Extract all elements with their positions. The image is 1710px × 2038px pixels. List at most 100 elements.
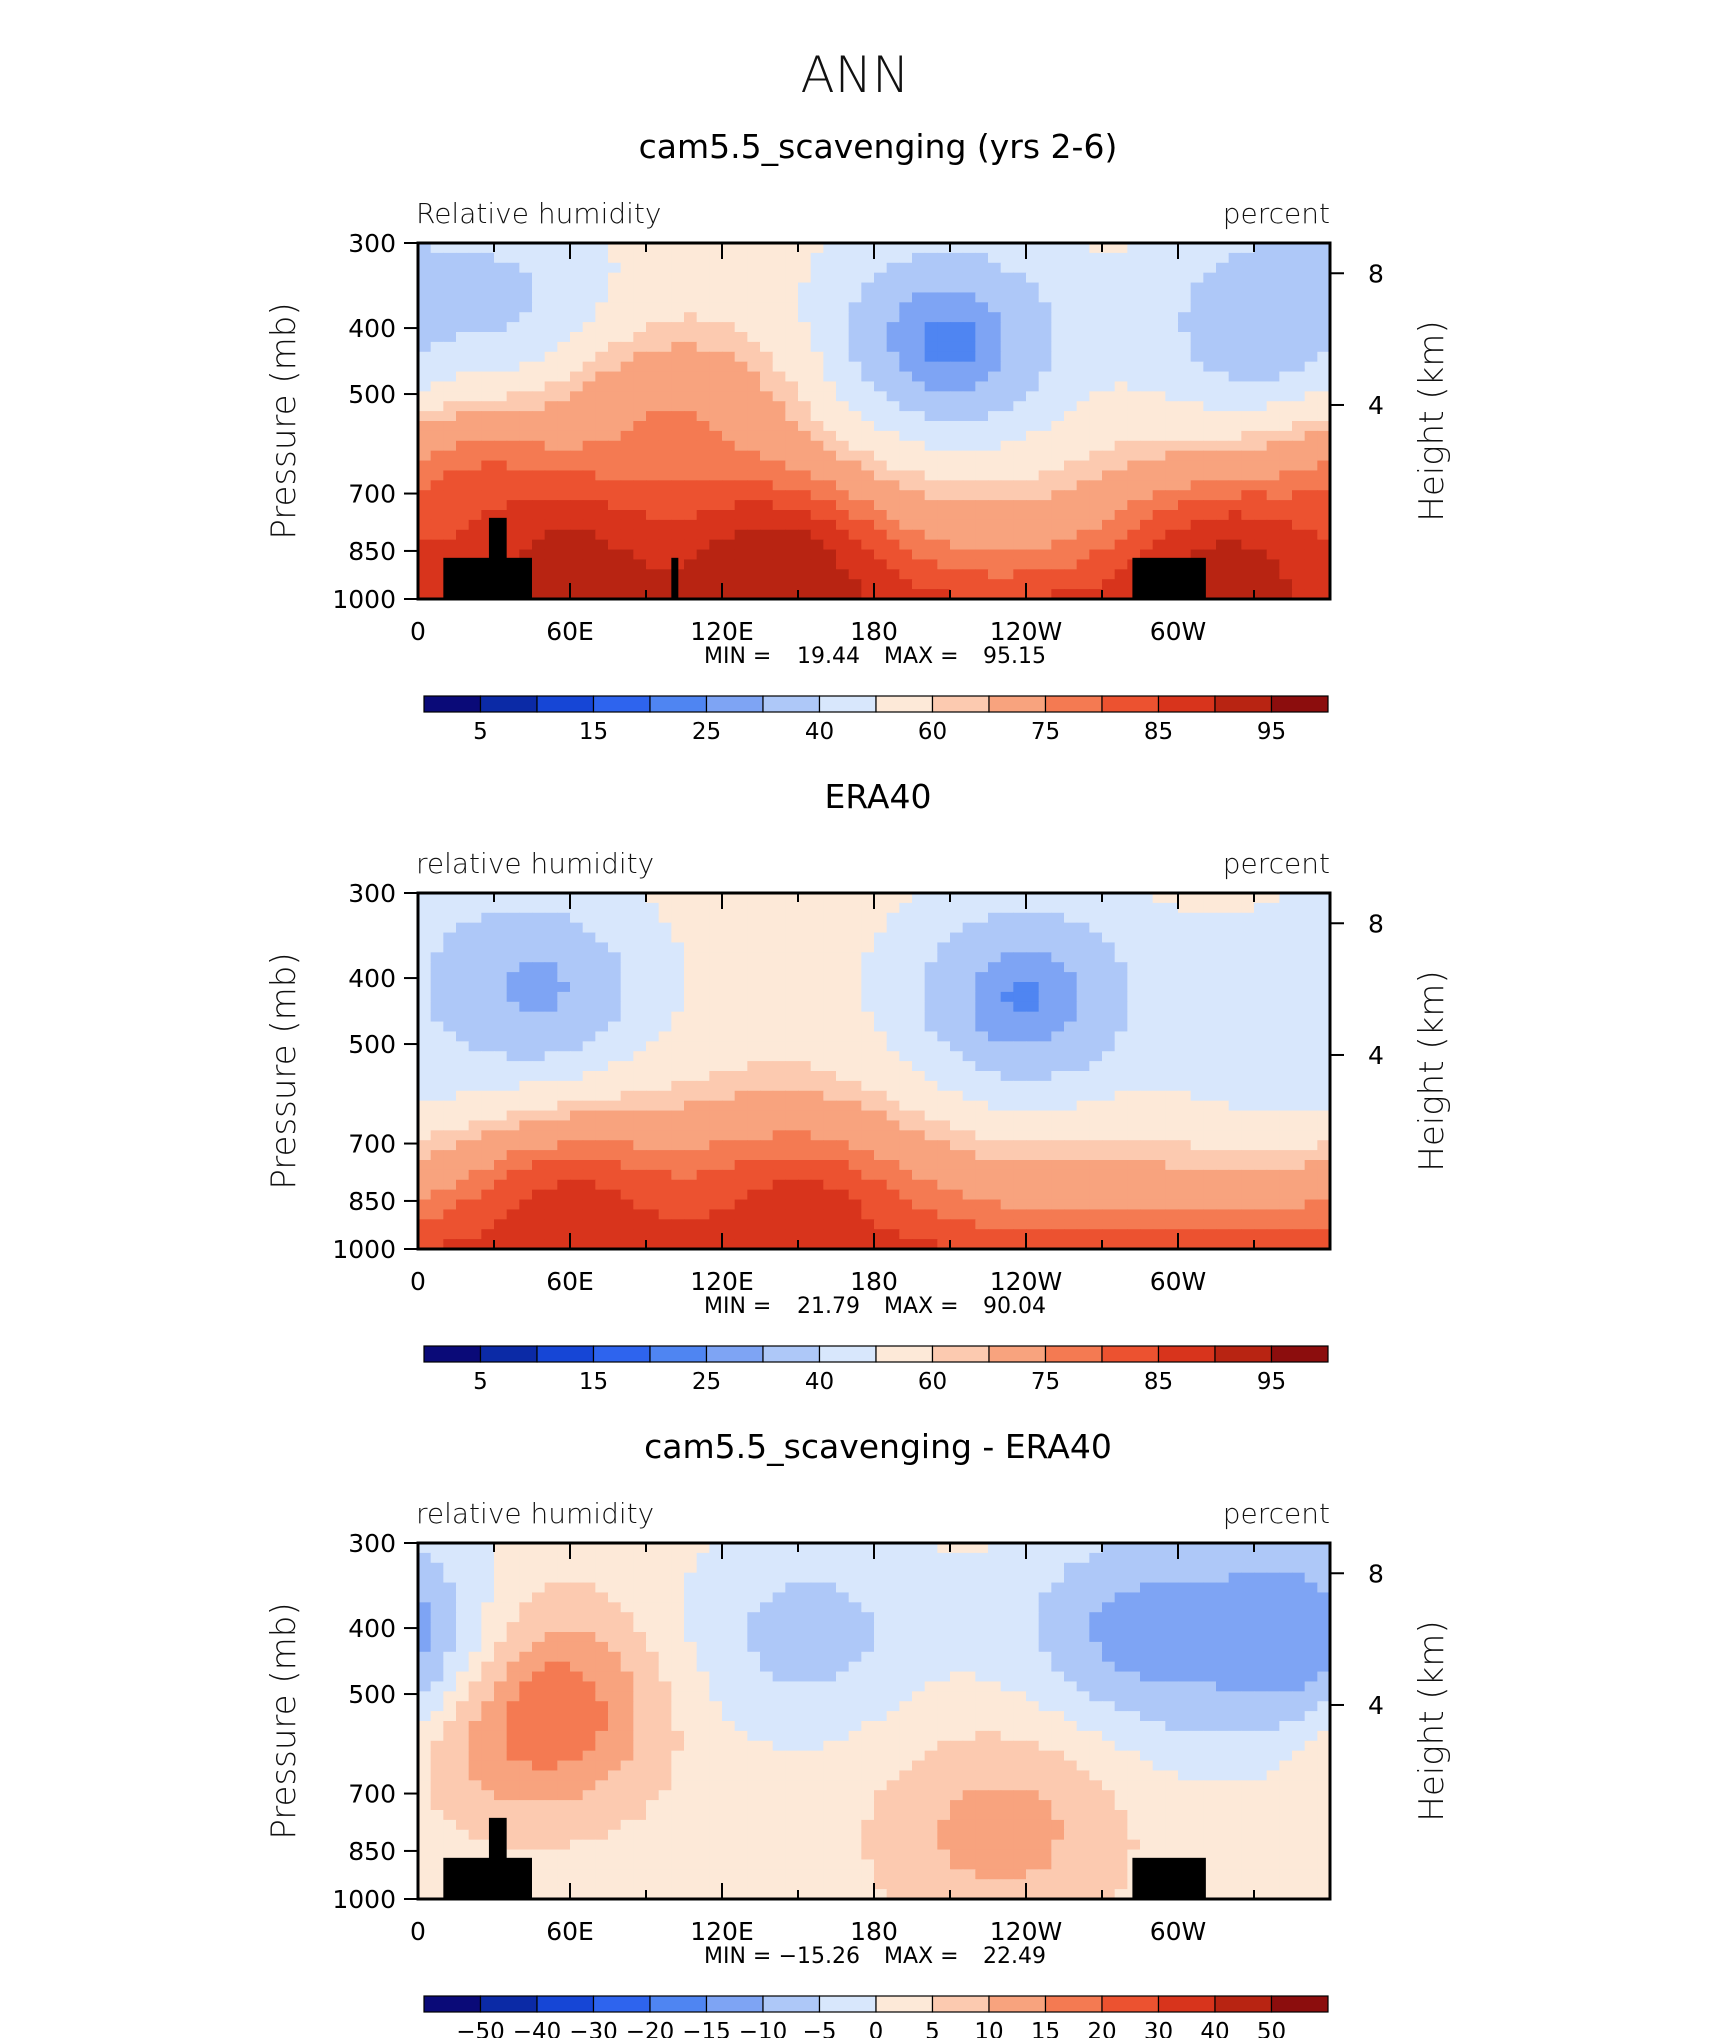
contour-cell [443,1011,457,1023]
contour-cell [861,391,875,402]
contour-cell [1013,539,1027,551]
contour-cell [1026,302,1040,313]
contour-cell [1114,1199,1128,1211]
contour-cell [823,430,837,442]
contour-cell [658,1031,672,1042]
contour-cell [456,1199,470,1211]
contour-cell [734,341,748,353]
contour-cell [886,539,900,551]
contour-cell [962,902,976,914]
contour-cell [481,991,495,1003]
contour-cell [734,982,748,993]
contour-cell [1064,1031,1078,1042]
contour-cell [1089,282,1103,294]
contour-cell [1279,1061,1293,1072]
contour-cell [1279,569,1293,580]
contour-cell [456,1189,470,1201]
contour-cell [1038,569,1052,580]
contour-cell [747,470,761,481]
contour-cell [1216,243,1230,254]
contour-cell [506,952,520,963]
contour-cell [532,1071,546,1082]
contour-cell [1279,361,1293,373]
contour-cell [861,341,875,353]
contour-cell [570,1169,584,1181]
contour-cell [760,1041,774,1052]
contour-cell [836,893,850,904]
contour-cell [595,952,609,963]
contour-cell [709,430,723,442]
contour-cell [1228,252,1242,264]
contour-cell [1317,460,1331,472]
contour-cell [836,450,850,462]
contour-cell [1266,1080,1280,1092]
contour-cell [950,942,964,953]
contour-cell [1178,1031,1192,1042]
contour-cell [1038,912,1052,924]
contour-cell [886,991,900,1003]
contour-cell [912,302,926,313]
contour-cell [1216,401,1230,412]
contour-cell [1254,972,1268,983]
contour-cell [937,381,951,392]
contour-cell [544,322,558,333]
contour-cell [1292,252,1306,264]
contour-cell [1114,519,1128,531]
contour-cell [1140,450,1154,462]
contour-cell [747,1011,761,1023]
contour-cell [430,1179,444,1191]
contour-cell [544,952,558,963]
contour-cell [886,1189,900,1201]
contour-cell [1241,332,1255,343]
contour-cell [620,982,634,993]
contour-cell [810,252,824,264]
contour-cell [633,982,647,993]
contour-cell [506,252,520,264]
contour-cell [1140,1071,1154,1082]
contour-cell [633,579,647,590]
contour-cell [1279,490,1293,501]
contour-cell [988,480,1002,491]
contour-cell [1076,1051,1090,1062]
contour-cell [747,430,761,442]
contour-cell [874,341,888,353]
contour-cell [798,243,812,254]
contour-cell [1317,972,1331,983]
contour-cell [608,1110,622,1122]
contour-cell [760,932,774,944]
contour-cell [1241,371,1255,383]
contour-cell [886,460,900,472]
contour-cell [1102,1160,1116,1171]
contour-cell [620,1199,634,1211]
contour-cell [1076,302,1090,313]
contour-cell [1304,1169,1318,1181]
contour-cell [924,252,938,264]
contour-cell [962,332,976,343]
contour-cell [608,1051,622,1062]
contour-cell [1038,480,1052,491]
contour-cell [874,243,888,254]
contour-cell [658,1169,672,1181]
contour-cell [1102,579,1116,590]
contour-cell [1064,1061,1078,1072]
contour-cell [608,262,622,274]
contour-cell [1304,252,1318,264]
contour-cell [747,912,761,924]
contour-cell [658,982,672,993]
contour-cell [1013,1090,1027,1102]
contour-cell [1140,302,1154,313]
contour-cell [760,529,774,541]
contour-cell [633,589,647,600]
contour-cell [734,1120,748,1131]
contour-cell [1317,332,1331,343]
contour-cell [1038,559,1052,570]
contour-cell [810,1001,824,1013]
contour-cell [962,1160,976,1171]
contour-cell [696,262,710,274]
contour-cell [608,942,622,953]
contour-cell [1216,1071,1230,1082]
contour-cell [975,1100,989,1112]
contour-cell [912,500,926,511]
contour-cell [975,912,989,924]
contour-cell [671,1199,685,1211]
